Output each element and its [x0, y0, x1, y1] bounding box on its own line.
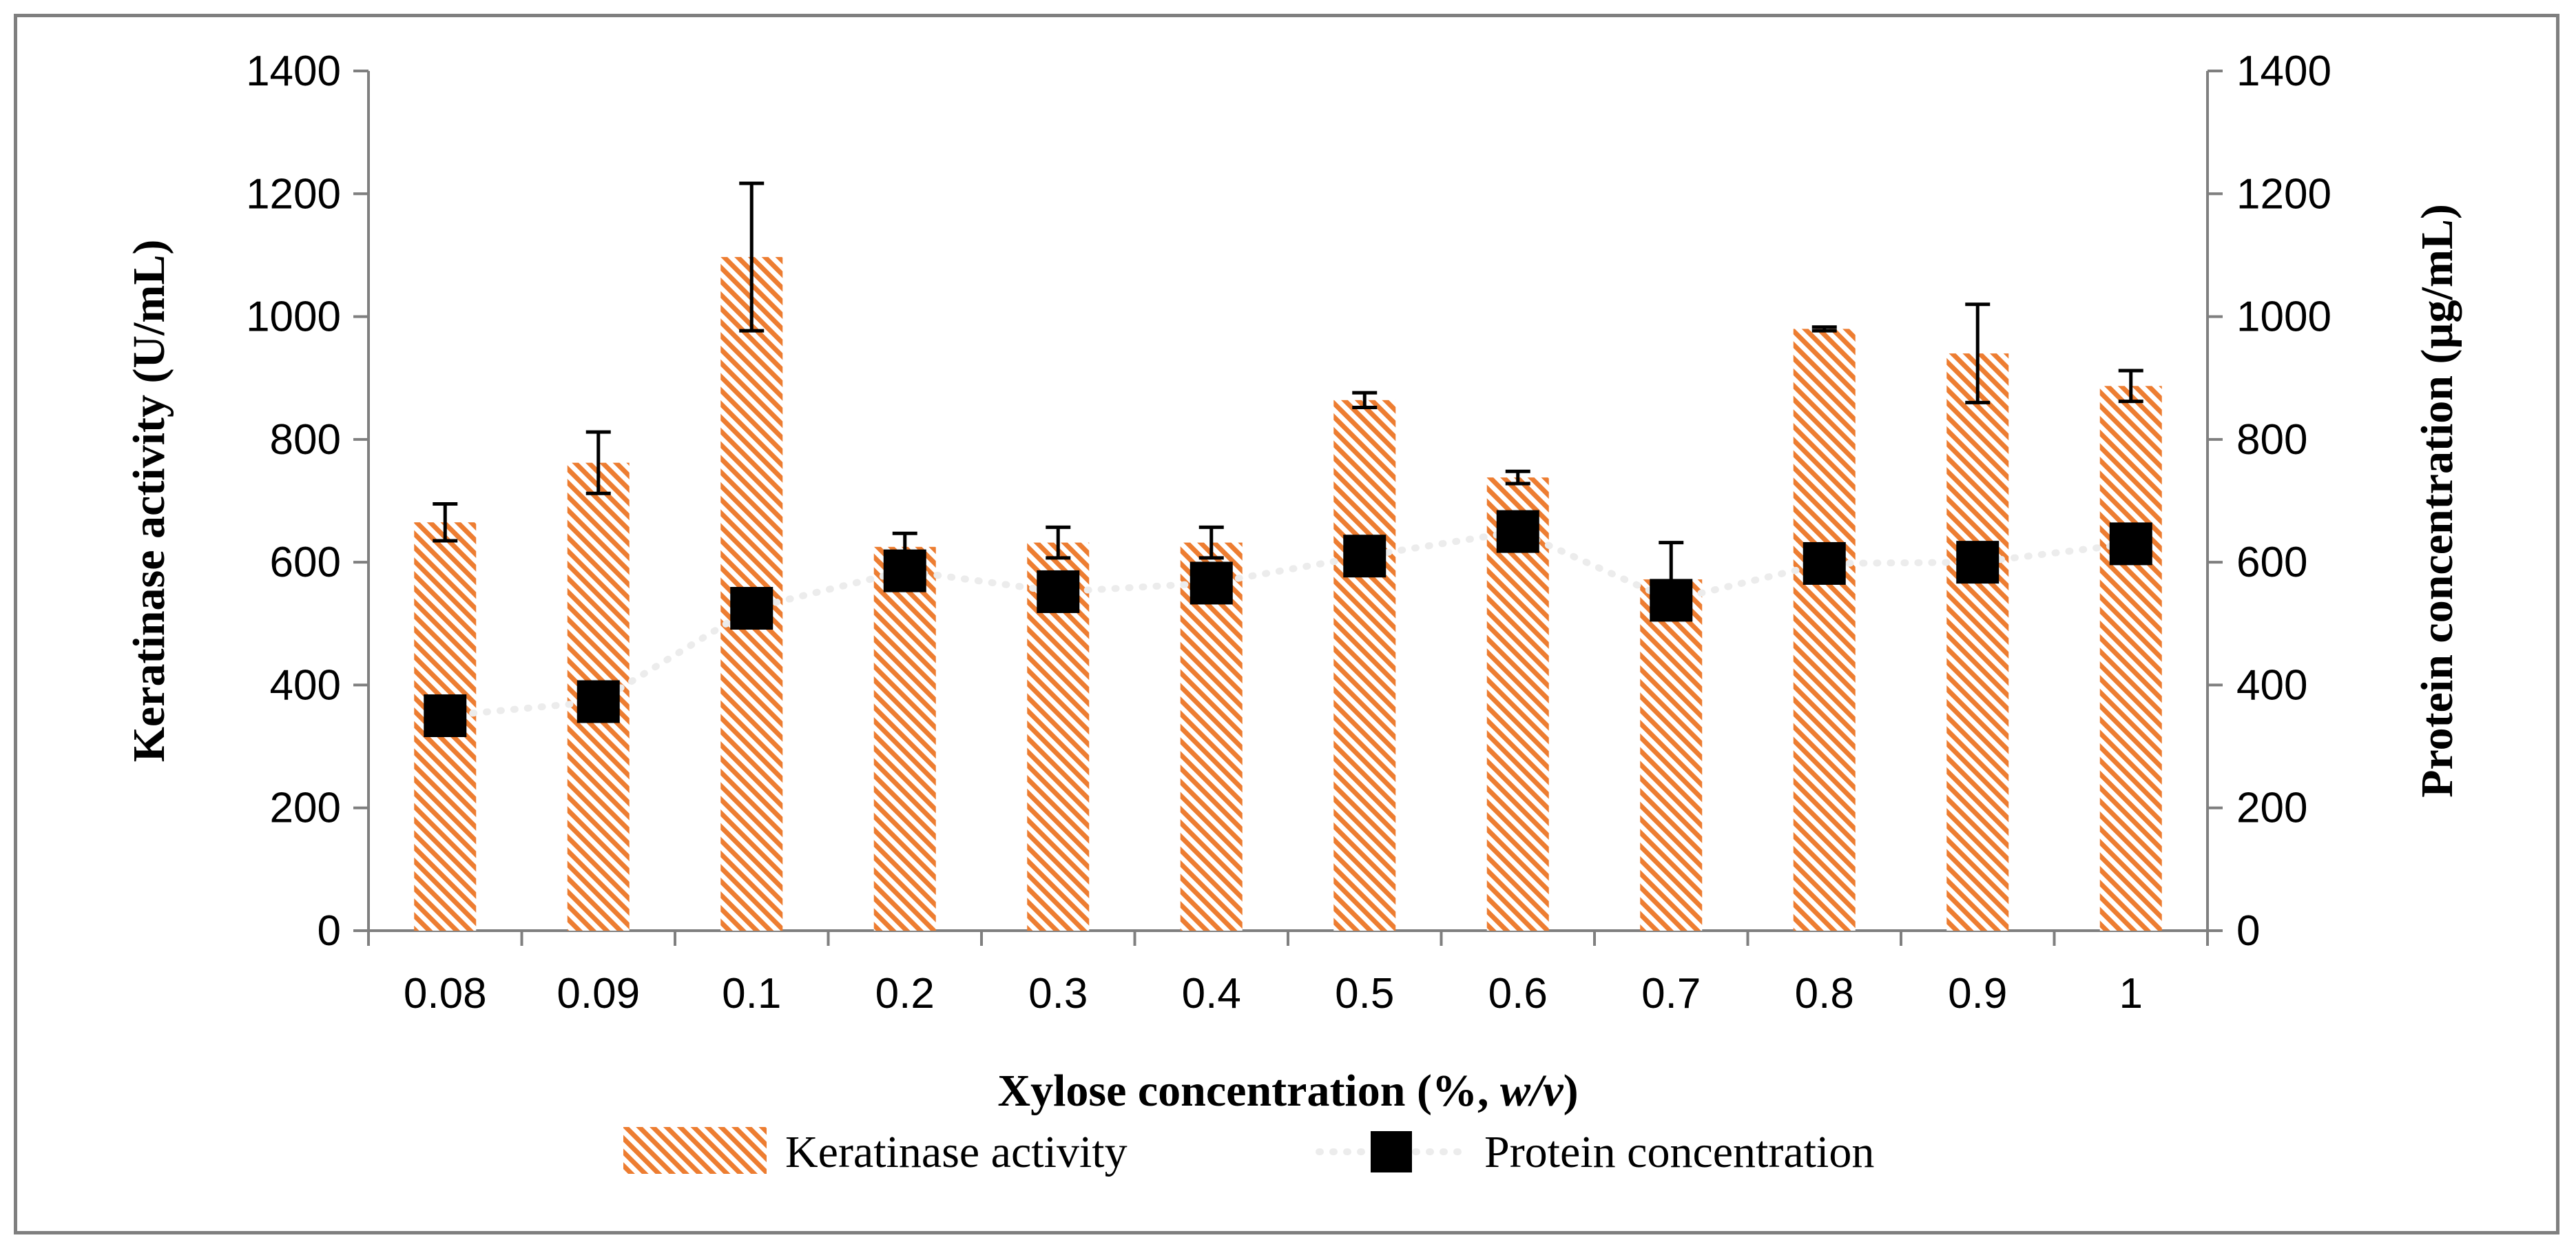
- y-tick-label-right: 1000: [2236, 293, 2331, 341]
- x-axis-title: Xylose concentration (%, w/v): [997, 1066, 1578, 1116]
- error-bar: [1811, 325, 1837, 333]
- y-tick-label-left: 400: [270, 661, 341, 709]
- error-bar: [585, 430, 611, 495]
- protein-point: [1803, 541, 1846, 585]
- protein-point: [1190, 561, 1233, 605]
- bar: [1793, 329, 1856, 931]
- y-tick-label-right: 0: [2236, 907, 2260, 955]
- bar: [1946, 353, 2009, 931]
- error-bar: [1046, 525, 1071, 560]
- protein-point: [2109, 522, 2152, 566]
- error-bar: [1352, 391, 1378, 410]
- protein-point: [1650, 579, 1693, 622]
- y-tick-label-left: 1200: [246, 170, 341, 218]
- x-tick-label: 0.08: [404, 970, 487, 1017]
- legend-label-keratinase: Keratinase activity: [785, 1127, 1128, 1177]
- protein-point: [1956, 541, 1999, 584]
- x-tick-label: 0.09: [557, 970, 640, 1017]
- error-bar: [2118, 369, 2143, 404]
- y-tick-label-right: 400: [2236, 661, 2307, 709]
- y-tick-label-left: 1000: [246, 293, 341, 341]
- protein-point: [577, 680, 620, 723]
- protein-point: [730, 587, 773, 630]
- bar: [873, 546, 936, 931]
- x-tick-label: 0.1: [722, 970, 781, 1017]
- x-tick-label: 0.6: [1488, 970, 1548, 1017]
- legend-swatch-keratinase: [623, 1127, 767, 1174]
- y-tick-label-right: 200: [2236, 785, 2307, 832]
- y-tick-label-left: 200: [270, 785, 341, 832]
- bar: [1333, 400, 1396, 931]
- x-tick-label: 1: [2119, 970, 2143, 1017]
- error-bar: [739, 181, 765, 333]
- x-tick-label: 0.9: [1948, 970, 2007, 1017]
- protein-point: [883, 549, 926, 592]
- error-bar: [1965, 302, 1991, 404]
- bar: [2099, 386, 2162, 931]
- y-tick-label-right: 1200: [2236, 170, 2331, 218]
- error-bar: [1505, 469, 1530, 486]
- x-tick-label: 0.8: [1795, 970, 1854, 1017]
- x-tick-label: 0.3: [1028, 970, 1088, 1017]
- x-tick-label: 0.4: [1182, 970, 1241, 1017]
- y-tick-label-left: 600: [270, 539, 341, 586]
- bar: [1640, 579, 1703, 931]
- protein-point: [1343, 535, 1386, 578]
- legend-label-protein: Protein concentration: [1484, 1127, 1874, 1177]
- legend: Keratinase activity Protein concentration: [623, 1127, 1874, 1177]
- protein-line: [442, 528, 2134, 719]
- x-tick-label: 0.7: [1641, 970, 1701, 1017]
- protein-point: [424, 694, 467, 737]
- bar: [1486, 477, 1549, 931]
- x-tick-label: 0.2: [875, 970, 935, 1017]
- y-tick-label-right: 800: [2236, 416, 2307, 464]
- error-bar: [1198, 525, 1224, 560]
- x-axis-title-main: Xylose concentration (%,: [997, 1066, 1500, 1116]
- protein-point: [1496, 510, 1539, 553]
- legend-marker-protein: [1371, 1131, 1412, 1172]
- bar: [1180, 542, 1243, 931]
- x-axis-title-italic: w/v: [1500, 1066, 1564, 1116]
- x-axis-title-end: ): [1564, 1066, 1579, 1116]
- y-tick-label-right: 600: [2236, 539, 2307, 586]
- y-tick-label-right: 1400: [2236, 48, 2331, 95]
- y-axis-title: Keratinase activity (U/mL): [124, 240, 174, 763]
- y-tick-label-left: 0: [318, 907, 341, 955]
- y-tick-label-left: 1400: [246, 48, 341, 95]
- y-tick-label-left: 800: [270, 416, 341, 464]
- protein-point: [1037, 570, 1080, 613]
- y2-axis-title: Protein concentration (µg/mL): [2412, 204, 2462, 798]
- x-tick-label: 0.5: [1335, 970, 1394, 1017]
- error-bar: [433, 502, 458, 543]
